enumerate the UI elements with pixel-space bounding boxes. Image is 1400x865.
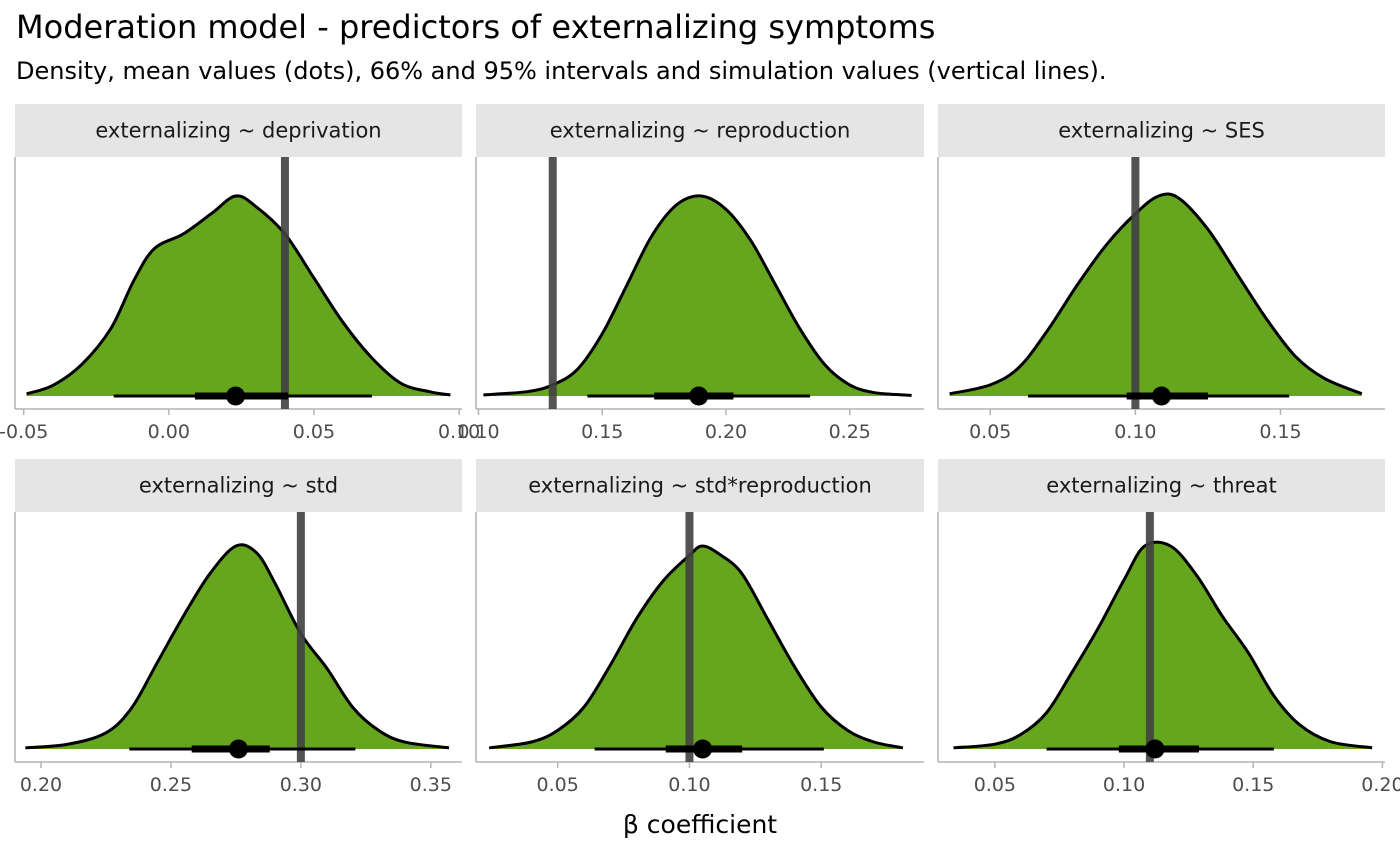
density-outline	[26, 194, 451, 397]
density-area	[25, 544, 450, 749]
x-tick-label: 0.05	[969, 421, 1011, 443]
density-outline	[949, 192, 1363, 396]
facet-strip-label: externalizing ~ deprivation	[95, 119, 381, 143]
facet-strip-label: externalizing ~ threat	[1046, 474, 1276, 498]
density-outline	[25, 543, 450, 750]
mean-dot	[693, 739, 713, 759]
x-tick-label: 0.35	[410, 774, 452, 796]
x-tick-label: 0.15	[581, 421, 623, 443]
x-tick-label: -0.05	[0, 421, 48, 443]
facet-strip	[476, 459, 924, 512]
x-tick-label: 0.10	[1103, 774, 1145, 796]
facet-strip	[15, 459, 462, 512]
mean-dot	[229, 739, 248, 759]
facet-strip-label: externalizing ~ SES	[1058, 119, 1265, 143]
facet-strip	[938, 459, 1385, 512]
facet-panel: externalizing ~ reproduction 0.10 0.15 0.20…	[457, 104, 924, 443]
mean-dot	[1152, 386, 1171, 406]
x-tick-label: 0.20	[20, 774, 62, 796]
density-area	[949, 194, 1362, 396]
x-tick-label: 0.30	[280, 774, 322, 796]
density-outline	[953, 540, 1373, 750]
x-tick-label: 0.10	[457, 421, 499, 443]
facet-panel: externalizing ~ SES 0.05 0.10 0.15	[937, 104, 1385, 443]
x-tick-label: 0.15	[1232, 774, 1274, 796]
facet-panel: externalizing ~ std 0.20 0.25 0.30 0.35	[14, 459, 462, 796]
x-tick-label: 0.15	[1259, 421, 1301, 443]
facet-strip	[938, 104, 1385, 157]
facet-strip-label: externalizing ~ std*reproduction	[528, 474, 872, 498]
chart-subtitle: Density, mean values (dots), 66% and 95%…	[16, 57, 1107, 85]
facet-panel: externalizing ~ std*reproduction 0.05 0.10…	[475, 459, 924, 796]
x-tick-label: 0.00	[148, 421, 190, 443]
facet-strip-label: externalizing ~ std	[139, 474, 338, 498]
density-area	[26, 195, 451, 396]
density-area	[489, 546, 903, 749]
mean-dot	[689, 386, 709, 406]
facet-strip	[15, 104, 462, 157]
x-tick-label: 0.10	[1114, 421, 1156, 443]
mean-dot	[1145, 739, 1165, 759]
x-axis-label: β coefficient	[622, 810, 778, 839]
facet-strip	[476, 104, 924, 157]
x-tick-label: 0.05	[974, 774, 1016, 796]
x-tick-label: 0.25	[829, 421, 871, 443]
facet-panel: externalizing ~ deprivation -0.05 0.00 0.05…	[0, 104, 480, 443]
x-tick-label: 0.15	[800, 774, 842, 796]
x-tick-label: 0.10	[668, 774, 710, 796]
x-tick-label: 0.20	[1361, 774, 1400, 796]
facet-panel: externalizing ~ threat 0.05 0.10 0.15 0.20	[937, 459, 1400, 796]
x-tick-label: 0.10	[438, 421, 480, 443]
mean-dot	[226, 386, 246, 406]
density-area	[953, 542, 1373, 749]
x-tick-label: 0.20	[705, 421, 747, 443]
density-area	[483, 195, 912, 396]
facet-strip-label: externalizing ~ reproduction	[550, 119, 851, 143]
density-outline	[483, 194, 912, 397]
chart-title: Moderation model - predictors of externa…	[16, 8, 936, 46]
x-tick-label: 0.05	[537, 774, 579, 796]
x-tick-label: 0.05	[293, 421, 335, 443]
x-tick-label: 0.25	[150, 774, 192, 796]
density-outline	[488, 544, 904, 750]
